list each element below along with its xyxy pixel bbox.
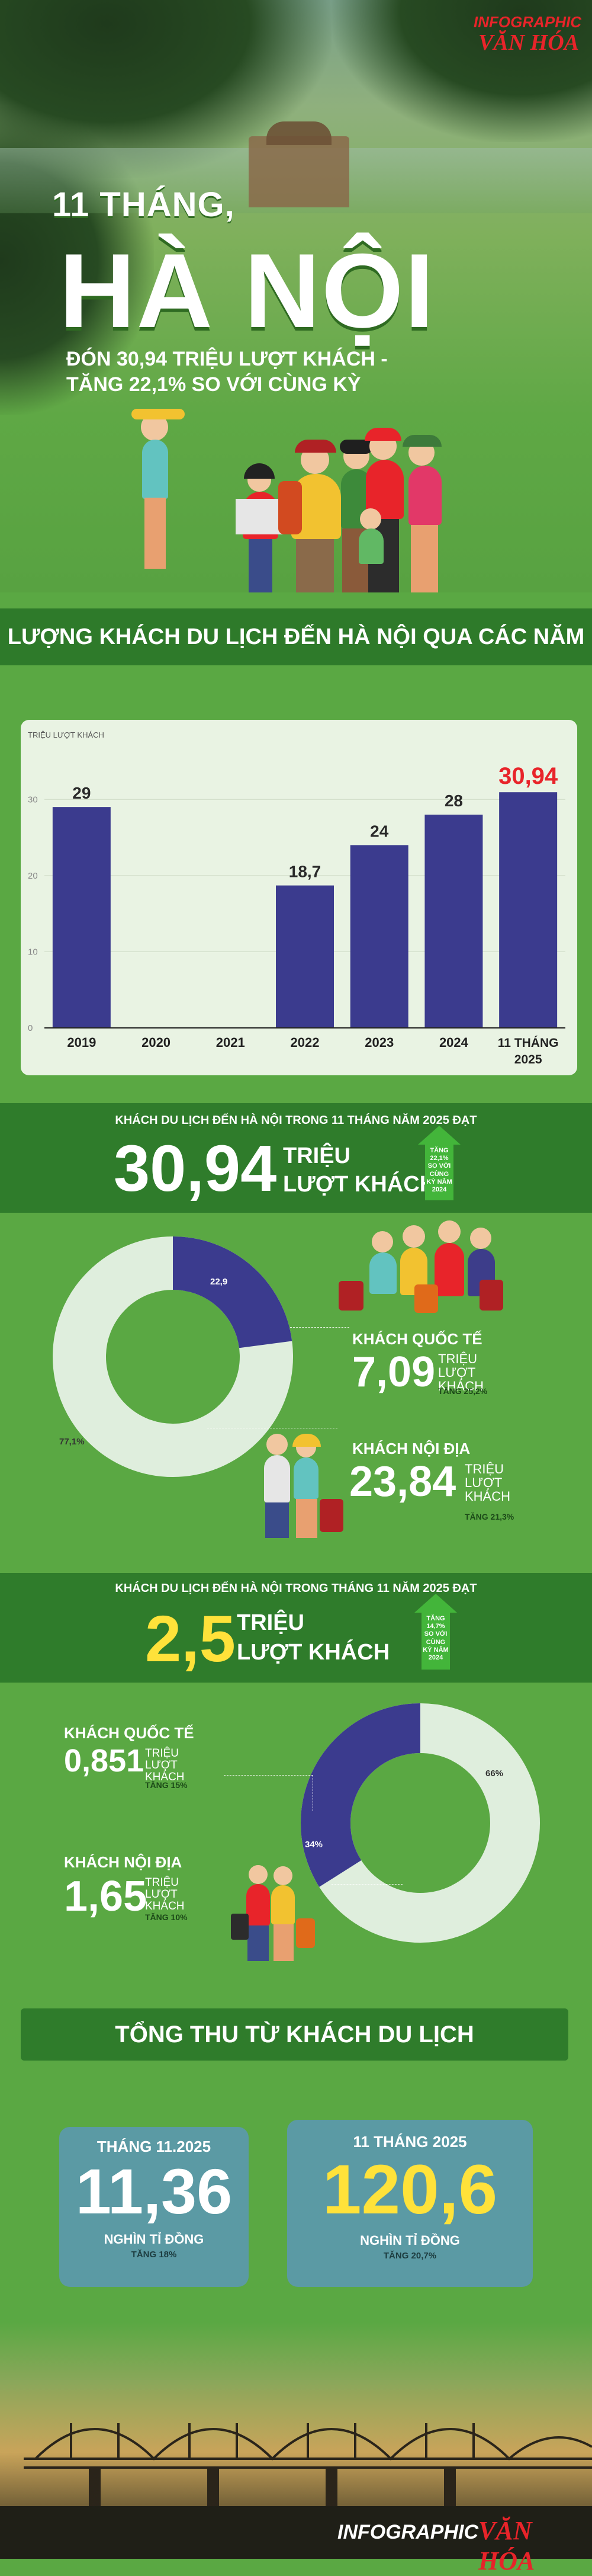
long-bien-bridge-illustration: [24, 2423, 592, 2509]
headline-sub-2: TĂNG 22,1% SO VỚI CÙNG KỲ: [66, 373, 361, 396]
donut2-domestic-pct: 66%: [485, 1768, 504, 1779]
brand-name-top: VĂN HÓA: [478, 30, 579, 55]
revenue-card2-unit: NGHÌN TỈ ĐỒNG: [360, 2233, 460, 2248]
section4-title: TỔNG THU TỪ KHÁCH DU LỊCH: [115, 2021, 474, 2048]
brand-name-bottom: VĂN HÓA: [478, 2516, 535, 2575]
tower-roof: [266, 121, 332, 145]
intl-unit-nov: TRIỆU LƯỢT KHÁCH: [145, 1747, 185, 1783]
x-tick-label-0: 2019: [67, 1035, 96, 1050]
domestic-title-nov: KHÁCH NỘI ĐỊA: [64, 1853, 182, 1871]
section2-total-value: 30,94: [114, 1132, 277, 1205]
section3-header: KHÁCH DU LỊCH ĐẾN HÀ NỘI TRONG THÁNG 11 …: [115, 1582, 477, 1595]
intl-value-nov: 0,851: [64, 1743, 144, 1779]
donut-chart-11-months: [53, 1236, 293, 1477]
hero-section: INFOGRAPHIC VĂN HÓA 11 THÁNG, HÀ NỘI ĐÓN…: [0, 0, 592, 592]
connector-line-intl: [290, 1327, 349, 1328]
section2-header-band: [0, 1103, 592, 1213]
bar-chart: TRIỆU LƯỢT KHÁCH 0 10 20 30 29 2019 2020 2021 18,…: [28, 730, 565, 1066]
donut-chart-november: [301, 1703, 540, 1943]
bottom-ground: [0, 2506, 592, 2559]
headline-11-thang: 11 THÁNG,: [52, 185, 235, 224]
bar-value-label-0: 29: [72, 784, 91, 802]
bar-4: [350, 845, 408, 1028]
y-tick-label: 0: [28, 1023, 33, 1033]
brand-infographic-bottom: INFOGRAPHIC: [337, 2521, 478, 2543]
bar-3: [276, 885, 334, 1028]
tree-canopy-right: [332, 0, 592, 142]
section3-total-value: 2,5: [145, 1603, 236, 1675]
domestic-unit-11m: TRIỆU LƯỢT KHÁCH: [465, 1462, 511, 1504]
x-tick-label-3: 2022: [291, 1035, 320, 1050]
domestic-value-11m: 23,84: [349, 1458, 456, 1505]
donut-intl-segment: [53, 1236, 293, 1477]
revenue-card2-increase: TĂNG 20,7%: [383, 2251, 437, 2261]
connector-line-domestic-nov: [332, 1884, 403, 1885]
revenue-card2-label: 11 THÁNG 2025: [353, 2133, 467, 2151]
section3-unit-2: LƯỢT KHÁCH: [237, 1640, 390, 1665]
x-tick-label-6: 11 THÁNG: [498, 1036, 559, 1050]
donut2-intl-segment: [301, 1703, 540, 1943]
section2-unit-2: LƯỢT KHÁCH: [283, 1172, 436, 1197]
headline-ha-noi: HÀ NỘI: [59, 232, 435, 350]
revenue-card1-increase: TĂNG 18%: [131, 2250, 177, 2260]
increase-arrow-icon-2: [414, 1594, 457, 1613]
x-tick-label-5: 2024: [439, 1035, 469, 1050]
bar-chart-panel: TRIỆU LƯỢT KHÁCH 0 10 20 30 29 2019 2020 2021 18,…: [21, 720, 577, 1075]
intl-unit-11m: TRIỆU LƯỢT KHÁCH: [438, 1351, 484, 1394]
donut1-domestic-pct: 77,1%: [59, 1437, 85, 1447]
donut1-intl-pct: 22,9: [210, 1277, 228, 1287]
connector-line-intl-nov: [224, 1775, 313, 1811]
bar-6: [499, 792, 558, 1028]
intl-increase-11m: TĂNG 25,2%: [438, 1386, 488, 1396]
y-tick-label: 20: [28, 871, 38, 881]
x-tick-label-4: 2023: [365, 1035, 394, 1050]
revenue-card1-unit: NGHÌN TỈ ĐỒNG: [104, 2232, 204, 2247]
revenue-card1-label: THÁNG 11.2025: [96, 2138, 211, 2155]
x-tick-label-2: 2021: [216, 1035, 245, 1050]
bar-5: [424, 815, 483, 1028]
turtle-tower-illustration: [249, 136, 349, 207]
y-tick-label: 30: [28, 794, 38, 805]
y-tick-label: 10: [28, 947, 38, 957]
revenue-card-november: THÁNG 11.2025 11,36 NGHÌN TỈ ĐỒNG TĂNG 1…: [59, 2127, 249, 2287]
bar-value-label-6: 30,94: [498, 763, 558, 789]
intl-title-11m: KHÁCH QUỐC TẾ: [352, 1330, 482, 1348]
revenue-card-11-months: 11 THÁNG 2025 120,6 NGHÌN TỈ ĐỒNG TĂNG 2…: [287, 2120, 533, 2287]
intl-increase-nov: TĂNG 15%: [145, 1780, 188, 1790]
x-tick-label-1: 2020: [141, 1035, 170, 1050]
y-axis-label: TRIỆU LƯỢT KHÁCH: [28, 730, 104, 739]
bar-value-label-3: 18,7: [289, 863, 321, 881]
bar-value-label-4: 24: [370, 822, 389, 840]
headline-sub-1: ĐÓN 30,94 TRIỆU LƯỢT KHÁCH -: [66, 348, 388, 370]
domestic-title-11m: KHÁCH NỘI ĐỊA: [352, 1440, 471, 1457]
section3-header-band: [0, 1573, 592, 1683]
intl-title-nov: KHÁCH QUỐC TẾ: [64, 1724, 194, 1742]
bar-value-label-5: 28: [445, 792, 463, 810]
domestic-increase-11m: TĂNG 21,3%: [465, 1512, 514, 1521]
revenue-card2-value: 120,6: [322, 2151, 498, 2229]
brand-infographic-top: INFOGRAPHIC: [474, 13, 581, 31]
domestic-increase-nov: TĂNG 10%: [145, 1912, 188, 1922]
section2-unit-1: TRIỆU: [283, 1143, 350, 1168]
section3-unit-1: TRIỆU: [237, 1610, 304, 1635]
domestic-unit-nov: TRIỆU LƯỢT KHÁCH: [145, 1876, 185, 1912]
section-title-visitors-by-year: LƯỢNG KHÁCH DU LỊCH ĐẾN HÀ NỘI QUA CÁC N…: [0, 608, 592, 665]
increase-arrow-icon: [418, 1126, 461, 1145]
domestic-value-nov: 1,65: [64, 1873, 147, 1920]
section2-increase-text: TĂNG 22,1% SO VỚI CÙNG KỲ NĂM 2024: [425, 1143, 453, 1200]
intl-value-11m: 7,09: [352, 1348, 436, 1396]
section4-title-band: [21, 2008, 568, 2061]
bar-0: [52, 807, 111, 1028]
x-tick-label-6-line2: 2025: [514, 1053, 542, 1066]
donut2-intl-pct: 34%: [305, 1840, 323, 1850]
section2-header: KHÁCH DU LỊCH ĐẾN HÀ NỘI TRONG 11 THÁNG …: [115, 1114, 477, 1127]
revenue-card1-value: 11,36: [75, 2155, 233, 2227]
section3-increase-text: TĂNG 14,7% SO VỚI CÙNG KỲ NĂM 2024: [422, 1611, 450, 1670]
